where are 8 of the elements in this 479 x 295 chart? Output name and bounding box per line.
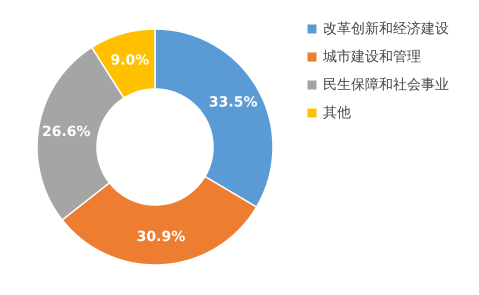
legend-label: 改革创新和经济建设 [323, 21, 449, 37]
data-label: 33.5% [208, 94, 258, 110]
data-label: 26.6% [42, 124, 91, 140]
legend-label: 城市建设和管理 [322, 49, 421, 65]
data-label: 30.9% [136, 228, 186, 245]
data-label: 9.0% [110, 52, 150, 69]
legend-label: 其他 [323, 105, 351, 121]
legend-label: 民生保障和社会事业 [323, 77, 449, 93]
